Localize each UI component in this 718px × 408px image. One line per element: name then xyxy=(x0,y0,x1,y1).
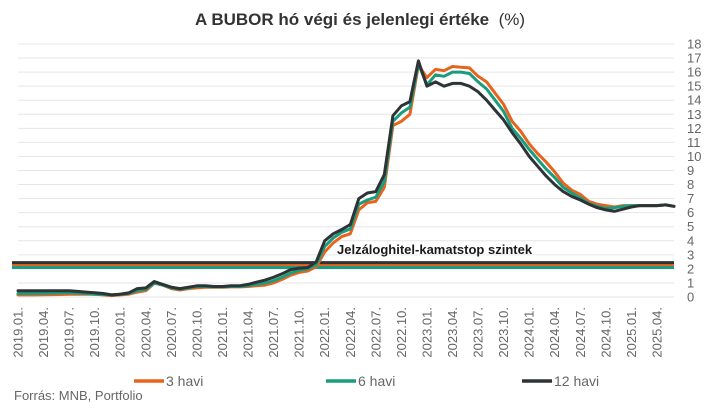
chart-title: A BUBOR hó végi és jelenlegi értéke xyxy=(195,10,489,29)
gridlines xyxy=(18,43,674,298)
y-tick-label: 5 xyxy=(687,219,694,234)
y-tick-label: 10 xyxy=(687,149,701,164)
x-tick-label: 2022.01. xyxy=(317,307,332,358)
reference-lines xyxy=(12,261,674,269)
y-tick-label: 7 xyxy=(687,191,694,206)
series-line xyxy=(16,59,676,297)
y-tick-label: 1 xyxy=(687,275,694,290)
series-lines xyxy=(16,59,676,298)
y-tick-label: 16 xyxy=(687,65,701,80)
x-tick-label: 2020.04. xyxy=(138,307,153,358)
x-tick-label: 2021.01. xyxy=(215,307,230,358)
x-tick-label: 2021.07. xyxy=(266,307,281,358)
chart-title-unit: (%) xyxy=(499,10,525,29)
y-tick-label: 15 xyxy=(687,79,701,94)
y-tick-label: 6 xyxy=(687,205,694,220)
x-tick-label: 2022.04. xyxy=(343,307,358,358)
x-tick-label: 2024.04. xyxy=(547,307,562,358)
x-tick-label: 2020.01. xyxy=(113,307,128,358)
x-tick-label: 2019.10. xyxy=(87,307,102,358)
y-tick-label: 18 xyxy=(687,37,701,52)
y-tick-label: 13 xyxy=(687,107,701,122)
legend-label: 12 havi xyxy=(554,373,599,389)
y-tick-label: 8 xyxy=(687,177,694,192)
x-tick-label: 2022.07. xyxy=(368,307,383,358)
y-tick-label: 14 xyxy=(687,93,701,108)
y-tick-label: 9 xyxy=(687,163,694,178)
y-tick-label: 0 xyxy=(687,290,694,305)
x-tick-label: 2020.07. xyxy=(164,307,179,358)
y-tick-label: 4 xyxy=(687,233,694,248)
y-tick-label: 2 xyxy=(687,261,694,276)
x-tick-label: 2025.01. xyxy=(624,307,639,358)
x-tick-label: 2024.07. xyxy=(573,307,588,358)
x-tick-label: 2023.01. xyxy=(419,307,434,358)
x-tick-label: 2023.04. xyxy=(445,307,460,358)
legend-label: 3 havi xyxy=(166,373,203,389)
y-tick-label: 3 xyxy=(687,247,694,262)
legend-label: 6 havi xyxy=(358,373,395,389)
x-tick-label: 2019.04. xyxy=(36,307,51,358)
y-tick-label: 17 xyxy=(687,51,701,66)
x-tick-label: 2025.04. xyxy=(649,307,664,358)
series-line xyxy=(16,63,676,298)
x-tick-label: 2019.07. xyxy=(62,307,77,358)
y-tick-label: 12 xyxy=(687,121,701,136)
source-note: Forrás: MNB, Portfolio xyxy=(14,388,143,403)
annotation-label: Jelzáloghitel-kamatstop szintek xyxy=(337,242,533,257)
series-line xyxy=(16,62,676,297)
x-tick-label: 2024.10. xyxy=(598,307,613,358)
y-tick-label: 11 xyxy=(687,135,701,150)
x-tick-label: 2022.10. xyxy=(394,307,409,358)
x-tick-label: 2021.10. xyxy=(292,307,307,358)
x-tick-label: 2023.07. xyxy=(471,307,486,358)
x-tick-label: 2019.01. xyxy=(11,307,26,358)
x-tick-label: 2020.10. xyxy=(189,307,204,358)
x-tick-label: 2021.04. xyxy=(241,307,256,358)
legend: 3 havi 6 havi 12 havi xyxy=(134,373,599,389)
x-tick-label: 2023.10. xyxy=(496,307,511,358)
x-axis-ticks: 2019.01. 2019.04. 2019.07. 2019.10. 2020.01.… xyxy=(11,307,665,358)
x-tick-label: 2024.01. xyxy=(522,307,537,358)
chart-title-group: A BUBOR hó végi és jelenlegi értéke (%) xyxy=(195,10,525,29)
